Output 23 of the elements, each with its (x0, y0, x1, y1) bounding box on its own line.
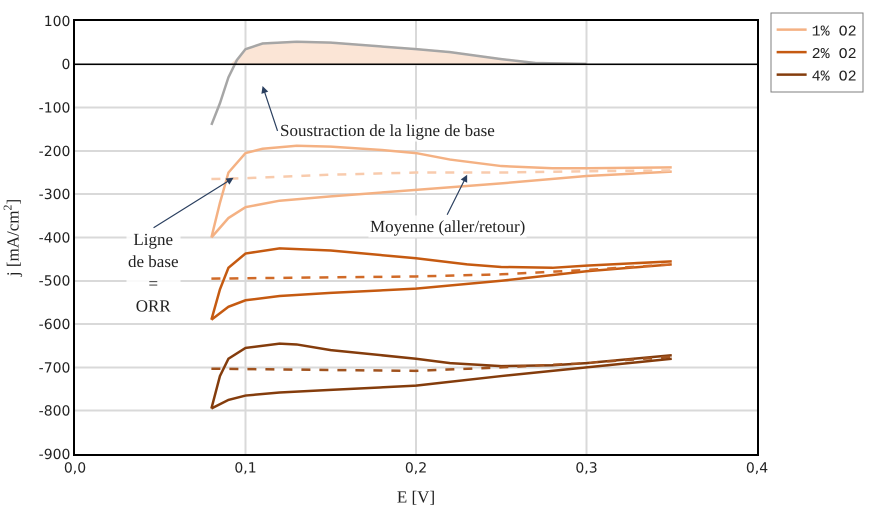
y-tick-label: -700 (38, 360, 70, 376)
y-tick-label: -900 (38, 446, 70, 463)
x-axis-title: E [V] (396, 487, 436, 506)
x-tick-label: 0,0 (64, 460, 86, 477)
legend-label: 2% O2 (812, 46, 857, 63)
x-tick-label: 0,1 (234, 460, 257, 477)
annotation: Soustraction de la ligne de base (280, 121, 495, 140)
x-tick-label: 0,3 (575, 460, 598, 477)
annotation: Moyenne (aller/retour) (370, 217, 526, 236)
y-tick-label: -300 (38, 187, 70, 204)
legend-label: 1% O2 (812, 23, 857, 40)
x-tick-label: 0,4 (746, 460, 768, 477)
y-tick-label: -100 (38, 100, 70, 116)
x-tick-label: 0,2 (404, 460, 428, 477)
y-tick-label: -800 (38, 404, 70, 420)
y-tick-label: -200 (38, 144, 70, 160)
y-tick-label: -500 (38, 274, 70, 290)
annotation: Ligne de base = ORR (128, 230, 179, 316)
y-tick-label: 0 (62, 57, 70, 74)
y-tick-label: -400 (38, 230, 70, 246)
y-tick-label: -600 (38, 317, 70, 333)
y-tick-label: 100 (44, 14, 70, 30)
legend-label: 4% O2 (812, 68, 857, 86)
